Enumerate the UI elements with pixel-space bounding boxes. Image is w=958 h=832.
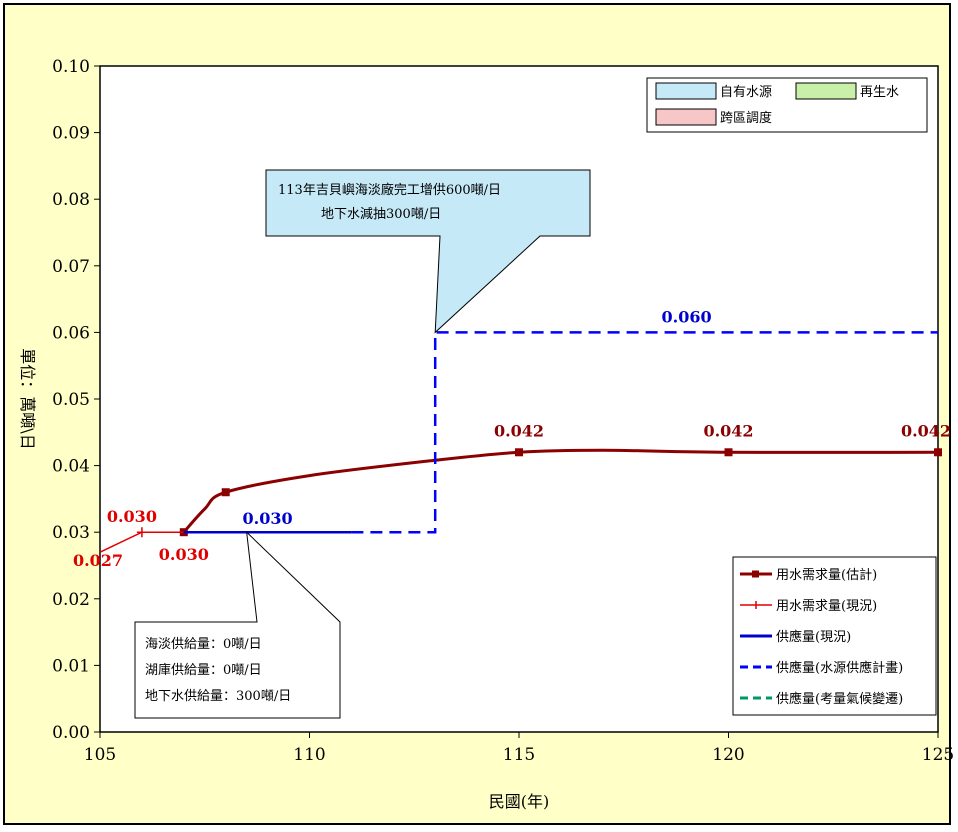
source-legend-swatch bbox=[795, 82, 857, 100]
data-label: 0.042 bbox=[901, 421, 951, 440]
callout-box bbox=[265, 169, 591, 334]
y-tick-label: 0.07 bbox=[52, 257, 90, 277]
series-legend: 用水需求量(估計) 用水需求量(現況) 供應量(現況) 供應量(水源供應計畫) 供應量(… bbox=[732, 556, 937, 716]
source-legend-label: 跨區調度 bbox=[720, 110, 772, 126]
callout-box bbox=[134, 530, 341, 719]
x-tick-label: 115 bbox=[503, 745, 535, 765]
series-marker bbox=[724, 448, 733, 457]
y-tick-label: 0.09 bbox=[52, 124, 90, 144]
axes: 0.00 0.01 0.02 0.03 0.04 0.05 0.06 0.07 0.08 0.09… bbox=[52, 57, 954, 765]
y-tick-label: 0.06 bbox=[52, 323, 90, 343]
legend-label: 供應量(水源供應計畫) bbox=[776, 660, 903, 676]
y-tick-label: 0.04 bbox=[52, 457, 90, 477]
series-line bbox=[351, 331, 938, 534]
legend-marker bbox=[752, 570, 759, 578]
x-tick-label: 105 bbox=[84, 745, 116, 765]
series-marker bbox=[515, 448, 523, 457]
annotations: 113年吉貝嶼海淡廠完工增供600噸/日地下水減抽300噸/日海淡供給量：0噸/… bbox=[134, 169, 591, 719]
source-legend-label: 自有水源 bbox=[720, 85, 772, 100]
legend-label: 供應量(考量氣候變遷) bbox=[776, 691, 903, 707]
callout-text: 113年吉貝嶼海淡廠完工增供600噸/日 bbox=[278, 182, 501, 198]
series-marker bbox=[136, 527, 147, 538]
y-tick-label: 0.08 bbox=[52, 190, 90, 210]
data-label: 0.030 bbox=[159, 545, 209, 564]
data-label: 0.042 bbox=[703, 421, 753, 440]
callout-text: 海淡供給量：0噸/日 bbox=[145, 637, 262, 652]
y-tick-label: 0.02 bbox=[52, 590, 90, 610]
y-tick-label: 0.00 bbox=[52, 723, 90, 743]
series-group bbox=[99, 331, 942, 553]
source-legend-swatch bbox=[655, 108, 717, 126]
series-marker bbox=[221, 488, 230, 497]
legend-label: 供應量(現況) bbox=[776, 629, 851, 645]
callout-text: 地下水減抽300噸/日 bbox=[321, 206, 441, 222]
legend-label: 用水需求量(現況) bbox=[776, 599, 877, 614]
x-tick-label: 125 bbox=[922, 745, 954, 765]
y-tick-label: 0.01 bbox=[52, 656, 90, 676]
data-label: 0.030 bbox=[243, 509, 293, 528]
legend-label: 用水需求量(估計) bbox=[776, 567, 877, 583]
source-legend-label: 再生水 bbox=[860, 85, 899, 100]
callout-text: 湖庫供給量：0噸/日 bbox=[145, 663, 262, 678]
x-tick-label: 120 bbox=[712, 745, 744, 765]
callout-text: 地下水供給量：300噸/日 bbox=[145, 689, 291, 704]
data-label: 0.030 bbox=[107, 507, 157, 526]
x-axis-label: 民國(年) bbox=[489, 792, 550, 811]
data-label: 0.042 bbox=[494, 421, 544, 440]
data-label: 0.027 bbox=[73, 551, 123, 570]
x-tick-label: 110 bbox=[293, 745, 325, 765]
y-axis-label: 單位：萬噸\日 bbox=[18, 348, 37, 449]
series-marker bbox=[934, 448, 942, 457]
source-legend-swatch bbox=[655, 82, 717, 100]
y-tick-label: 0.10 bbox=[52, 57, 90, 77]
data-label: 0.060 bbox=[662, 307, 712, 326]
y-tick-label: 0.03 bbox=[52, 523, 90, 543]
y-tick-label: 0.05 bbox=[52, 390, 90, 410]
